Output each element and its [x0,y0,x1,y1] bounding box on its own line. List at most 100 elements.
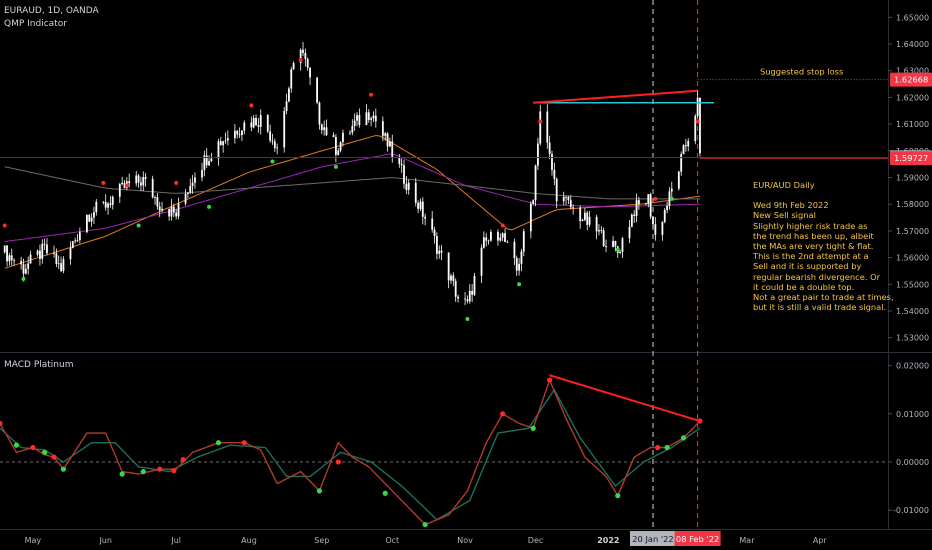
candle-body [551,154,553,170]
candle-body [142,177,145,186]
candle-body [57,263,60,265]
candle-body [497,232,499,241]
price-tick-label: 1.58000 [896,200,929,209]
price-tick-label: 1.54000 [896,307,929,316]
candle-body [205,155,208,166]
candle-body [90,217,93,222]
candle-body [158,206,161,211]
candle-body [22,264,25,274]
macd-buy-dot [215,440,222,446]
candle-body [304,52,307,59]
candle-body [652,216,654,225]
candle-body [454,280,457,297]
candle-body [36,250,39,255]
candle-body [257,125,260,127]
candle-body [184,193,187,204]
candle-body [450,275,452,281]
candle-body [104,201,107,208]
candle-body [433,229,436,237]
candle-body [621,238,624,252]
candle-body [10,255,13,261]
candle-body [175,212,178,217]
macd-buy-dot [316,488,323,494]
candle-body [43,243,46,245]
time-tick-label: May [25,536,42,545]
stop-loss-label: Suggested stop loss [760,67,843,77]
candle-body [318,102,321,125]
sell-signal-dot [695,119,700,124]
macd-sell-dot [547,377,553,383]
candle-body [170,206,173,217]
macd-buy-dot [680,435,687,441]
buy-signal-dot [21,276,26,281]
candle-body [46,244,48,254]
candle-body [501,233,504,238]
candle-body [255,117,257,126]
candle-body [600,230,603,231]
candle-body [325,127,328,136]
candle-body [466,299,469,302]
macd-buy-dot [382,490,388,496]
time-tick-label: Jul [170,536,181,545]
candle-body [78,232,81,241]
candle-body [187,192,189,194]
buy-signal-dot [615,247,620,252]
macd-sell-dot [171,468,177,474]
note-line: Wed 9th Feb 2022 [753,200,829,211]
candle-body [567,196,570,201]
candle-body [332,135,335,138]
candle-body [602,230,605,246]
macd-buy-dot [119,471,125,477]
sell-signal-dot [249,103,254,108]
note-line: but it is still a valid trade signal. [753,302,887,313]
candle-body [506,241,509,243]
candle-body [468,290,471,302]
candle-body [619,251,622,253]
candle-body [135,175,138,184]
candle-body [194,177,196,183]
candle-body [86,214,88,233]
macd-buy-dot [615,493,621,499]
note-line: regular bearish divergence. Or [753,271,881,282]
candle-body [374,115,377,122]
candle-body [219,141,222,146]
candle-body [663,209,666,223]
candle-body [384,133,387,136]
macd-sell-dot [655,444,661,451]
candle-body [417,202,420,209]
candle-body [93,212,95,218]
candle-body [490,232,492,241]
candle-body [487,240,490,242]
candle-body [522,231,525,252]
candle-body [684,145,687,147]
candle-body [431,218,434,230]
candle-body [614,240,617,247]
candle-body [71,241,74,248]
candle-body [137,175,140,183]
candle-body [88,214,91,222]
candle-body [565,196,567,198]
candle-body [419,201,422,209]
candle-body [271,140,274,142]
macd-line [0,378,701,526]
candle-body [309,67,311,78]
candle-body [236,130,239,135]
candle-body [74,240,77,242]
buy-signal-dot [465,316,470,321]
time-tick-label: Jun [98,536,112,545]
symbol-title: EURAUD, 1D, OANDA [4,6,99,16]
candle-body [306,58,309,68]
candle-body [647,194,650,204]
candle-body [276,147,279,149]
candle-body [337,150,340,155]
candle-body [172,206,175,213]
candle-body [473,275,476,295]
candle-body [351,125,354,133]
candle-body [109,203,112,205]
candle-body [102,201,105,203]
candle-body [694,116,697,142]
time-tick-label: Sep [314,536,329,545]
candle-body [266,115,269,132]
sell-signal-dot [124,183,129,188]
time-tick-label: Mar [739,536,755,545]
